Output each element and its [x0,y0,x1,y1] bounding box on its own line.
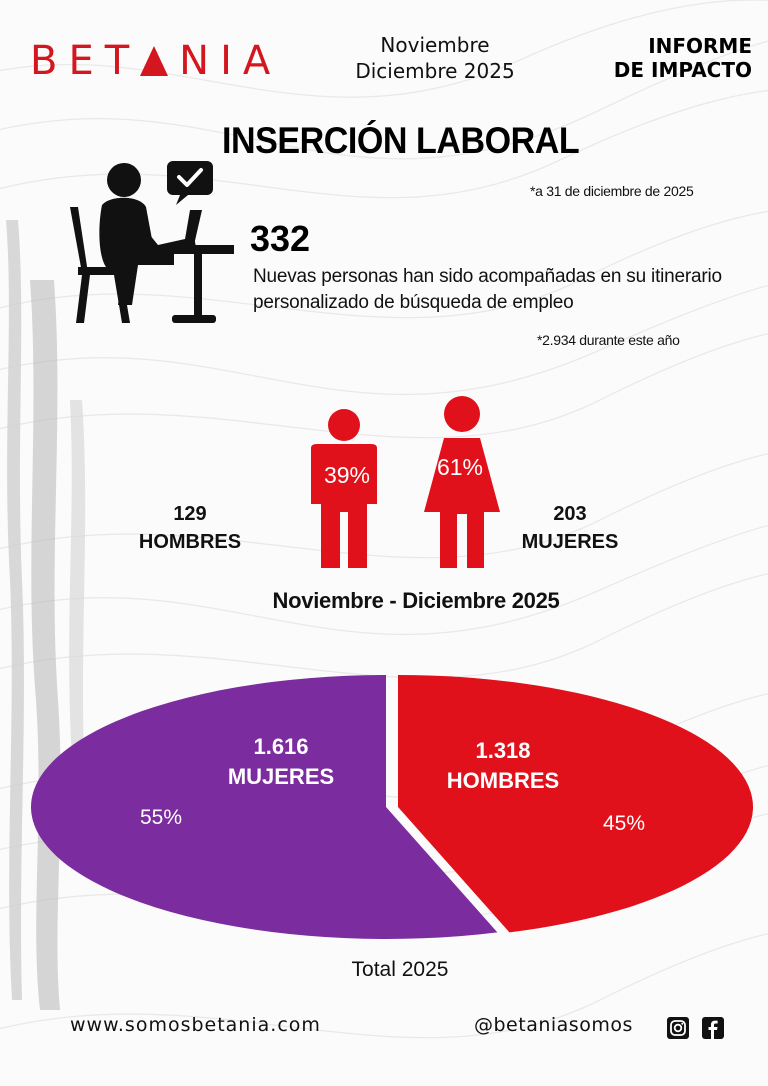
report-title: INFORME DE IMPACTO [590,34,752,82]
chart-title: Total 2025 [351,958,449,981]
website-link[interactable]: www.somosbetania.com [70,1014,321,1036]
brand-logo-text-start: BET [30,38,141,84]
year-total-note: *2.934 durante este año [537,332,680,348]
mujeres-value: 1.616 [253,734,309,759]
new-people-count: 332 [250,218,311,259]
person-at-desk-with-chat-check-icon [70,161,234,323]
brand-logo-text-end: NIA [179,38,282,84]
section-title: INSERCIÓN LABORAL [222,120,580,161]
instagram-icon[interactable] [667,1017,689,1039]
pie-label-hombres: 1.318 HOMBRES [418,736,588,796]
men-label: HOMBRES [138,531,242,553]
women-label: MUJERES [521,531,619,553]
men-count-block: 129 HOMBRES [120,500,260,556]
men-percentage: 39% [323,462,371,488]
report-title-line-1: INFORME [648,34,752,58]
men-count: 129 [173,503,207,525]
gender-period-caption: Noviembre - Diciembre 2025 [272,588,560,613]
man-icon [311,409,377,568]
logo-triangle-icon [140,46,169,76]
date-note: *a 31 de diciembre de 2025 [530,183,694,199]
mujeres-label: MUJERES [227,764,335,789]
report-period: Noviembre Diciembre 2025 [330,32,540,84]
pie-slice-mujeres [31,675,498,939]
period-line-2: Diciembre 2025 [355,59,515,83]
total-pie-chart [31,675,754,939]
women-count: 203 [553,503,587,525]
pie-label-mujeres: 1.616 MUJERES [196,732,366,792]
hombres-label: HOMBRES [446,768,560,793]
period-line-1: Noviembre [380,33,490,57]
woman-icon [424,396,500,568]
facebook-icon[interactable] [702,1017,724,1039]
women-percentage: 61% [436,454,484,480]
brand-logo: BET NIA [30,38,281,84]
social-handle[interactable]: @betaniasomos [474,1014,633,1036]
count-description: Nuevas personas han sido acompañadas en … [253,266,722,313]
hombres-percentage: 45% [603,812,646,835]
mujeres-percentage: 55% [140,806,183,829]
hombres-value: 1.318 [475,738,531,763]
report-title-line-2: DE IMPACTO [613,58,752,82]
women-count-block: 203 MUJERES [500,500,640,556]
pie-slice-hombres [398,675,754,933]
